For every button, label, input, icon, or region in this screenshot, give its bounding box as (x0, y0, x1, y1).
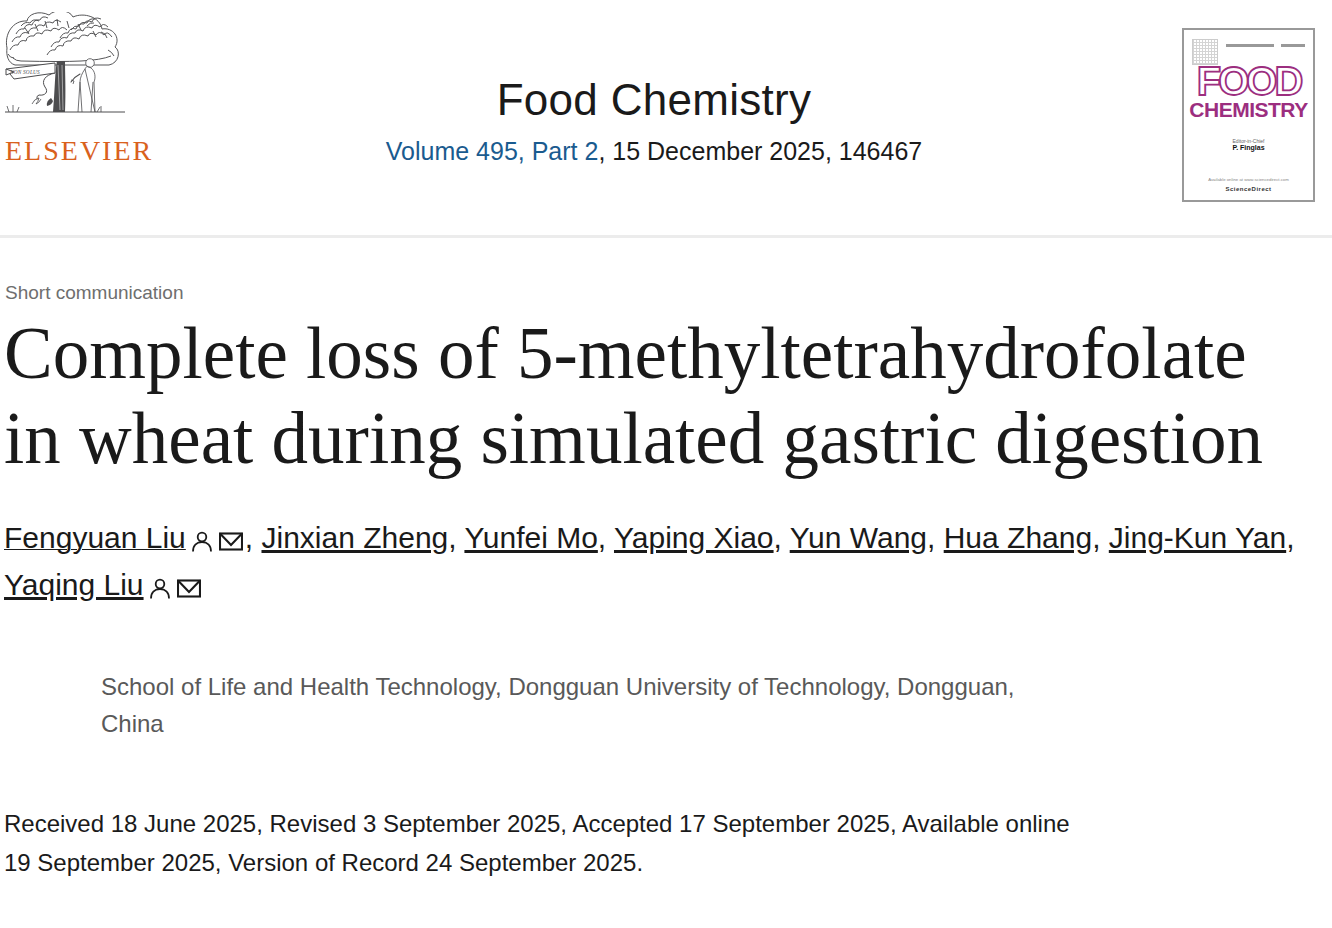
svg-text:NON SOLUS: NON SOLUS (9, 69, 40, 75)
